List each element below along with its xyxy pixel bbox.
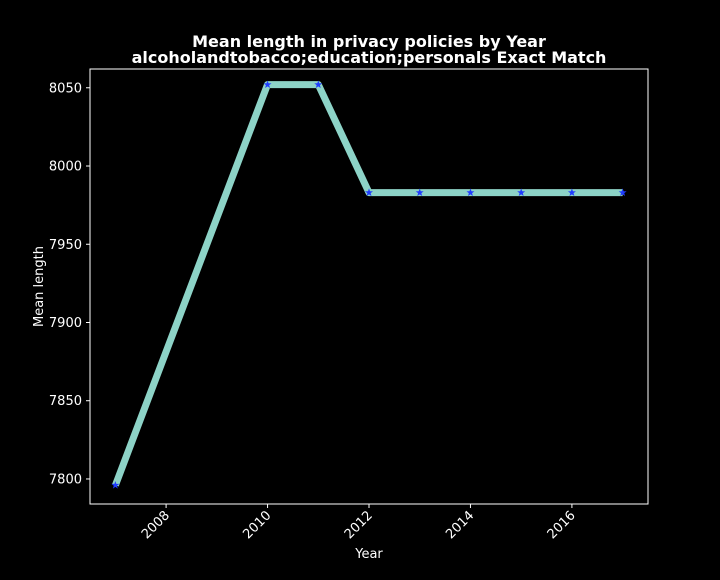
data-point-star <box>111 481 120 489</box>
x-axis-label: Year <box>354 547 383 562</box>
y-tick-label: 7900 <box>49 316 82 331</box>
data-point-star <box>517 188 526 197</box>
y-tick-label: 7850 <box>49 394 82 409</box>
data-point-star <box>263 80 272 89</box>
data-point-star <box>415 188 424 197</box>
y-tick-label: 8050 <box>49 81 82 96</box>
y-axis-label: Mean length <box>32 246 47 327</box>
data-point-star <box>365 188 373 197</box>
y-axis-ticks: 7800 7850 7900 7950 8000 8050 <box>49 81 90 487</box>
y-tick-label: 7950 <box>49 238 82 253</box>
data-point-star <box>567 188 576 197</box>
data-point-star <box>618 188 627 197</box>
series-layer <box>111 80 627 489</box>
data-point-star <box>466 188 475 197</box>
chart-subtitle: alcoholandtobacco;education;personals Ex… <box>132 48 607 67</box>
y-tick-label: 8000 <box>49 160 82 175</box>
data-point-star <box>314 80 323 89</box>
y-tick-label: 7800 <box>49 472 82 487</box>
chart-title: Mean length in privacy policies by Year <box>192 32 546 51</box>
